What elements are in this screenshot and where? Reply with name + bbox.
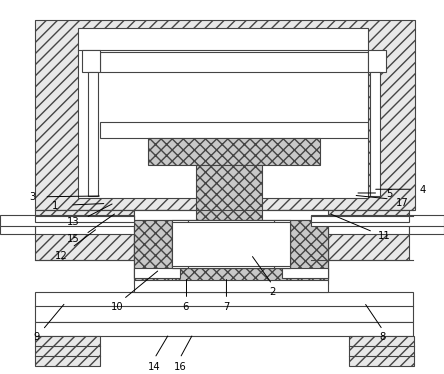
Bar — [311, 222, 409, 234]
Bar — [172, 220, 188, 268]
Text: 5: 5 — [386, 189, 392, 199]
Bar — [311, 210, 409, 260]
Text: 15: 15 — [67, 234, 79, 243]
Text: 2: 2 — [269, 287, 275, 297]
Bar — [35, 222, 134, 234]
Bar — [88, 72, 98, 196]
Bar — [0, 215, 134, 226]
Bar — [35, 336, 100, 366]
Text: 3: 3 — [29, 193, 35, 202]
Bar — [290, 220, 328, 284]
Bar — [134, 220, 328, 280]
Text: 16: 16 — [174, 362, 186, 372]
Text: 4: 4 — [420, 185, 426, 195]
Bar — [35, 20, 415, 210]
Bar — [311, 216, 409, 222]
Bar — [0, 222, 35, 234]
Bar — [172, 268, 290, 284]
Bar — [282, 210, 328, 278]
Bar — [35, 216, 134, 222]
Bar — [134, 210, 328, 220]
Text: 10: 10 — [111, 303, 124, 312]
Bar — [134, 280, 328, 292]
Bar — [409, 222, 444, 234]
Bar — [188, 220, 274, 256]
Bar — [188, 256, 274, 268]
Bar — [78, 28, 368, 198]
Bar — [370, 72, 380, 196]
Text: 12: 12 — [55, 251, 67, 261]
Bar — [100, 122, 368, 138]
Text: 17: 17 — [396, 199, 408, 208]
Bar — [282, 268, 328, 278]
Bar — [35, 210, 134, 260]
Bar — [311, 215, 444, 226]
Bar — [35, 292, 413, 322]
Text: 14: 14 — [148, 362, 161, 372]
Text: 11: 11 — [378, 232, 391, 241]
Text: 9: 9 — [33, 332, 40, 342]
Bar — [35, 322, 413, 336]
Bar — [82, 50, 100, 72]
Text: 7: 7 — [223, 303, 230, 312]
Bar — [368, 50, 386, 72]
Bar — [134, 210, 180, 278]
Text: 8: 8 — [380, 332, 386, 342]
Bar — [100, 52, 368, 72]
Bar — [196, 165, 262, 220]
Text: 13: 13 — [67, 217, 79, 227]
Bar — [134, 268, 180, 278]
Text: 6: 6 — [182, 303, 189, 312]
Text: 1: 1 — [52, 202, 59, 211]
Bar — [134, 220, 172, 284]
Bar — [172, 220, 290, 268]
Bar — [172, 222, 290, 266]
Bar — [349, 336, 414, 366]
Bar — [274, 220, 290, 268]
Bar — [148, 138, 320, 165]
